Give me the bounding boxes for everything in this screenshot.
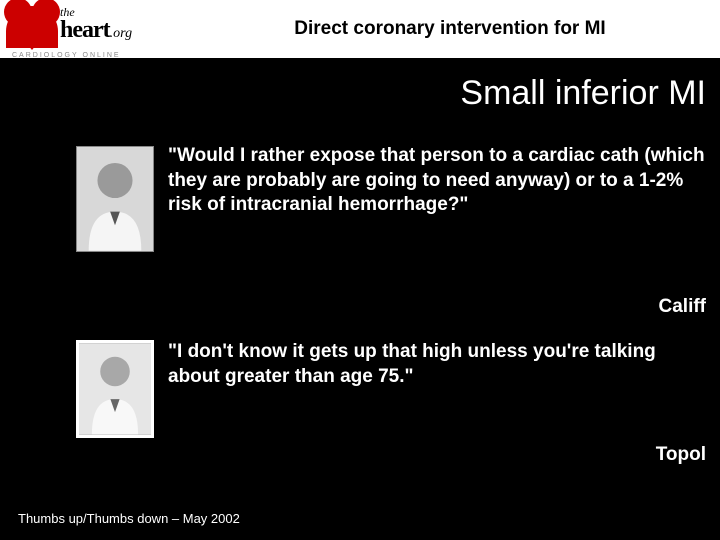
person-photo-icon bbox=[77, 147, 153, 251]
quote-attribution-2: Topol bbox=[656, 444, 706, 466]
speaker-photo-2 bbox=[76, 340, 154, 438]
logo-text: the heart.org bbox=[60, 6, 132, 42]
logo-main-word: heart bbox=[60, 17, 110, 43]
site-logo: the heart.org CARDIOLOGY ONLINE bbox=[6, 2, 184, 66]
logo-suffix: .org bbox=[110, 26, 132, 41]
quote-attribution-1: Califf bbox=[659, 296, 707, 318]
speaker-photo-1 bbox=[76, 146, 154, 252]
slide-title: Small inferior MI bbox=[460, 74, 706, 113]
quote-text-1: "Would I rather expose that person to a … bbox=[168, 144, 706, 218]
footer-text: Thumbs up/Thumbs down – May 2002 bbox=[18, 511, 240, 526]
logo-tagline: CARDIOLOGY ONLINE bbox=[12, 52, 121, 59]
person-photo-icon bbox=[79, 343, 151, 435]
header-bar: the heart.org CARDIOLOGY ONLINE Direct c… bbox=[0, 0, 720, 58]
header-title: Direct coronary intervention for MI bbox=[200, 18, 700, 40]
quote-text-2: "I don't know it gets up that high unles… bbox=[168, 340, 706, 389]
heart-icon-tip bbox=[14, 28, 50, 50]
